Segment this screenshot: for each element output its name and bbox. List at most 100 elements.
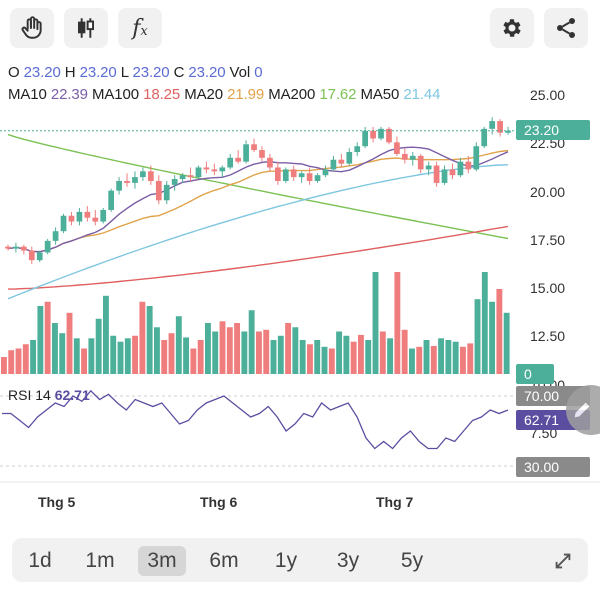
candle-body <box>370 130 376 139</box>
volume-bar <box>452 341 459 374</box>
range-5y[interactable]: 5y <box>400 549 424 572</box>
range-1d[interactable]: 1d <box>28 549 52 572</box>
share-button[interactable] <box>544 8 588 48</box>
volume-bar <box>81 348 88 374</box>
candle-body <box>92 217 99 222</box>
volume-bar <box>212 331 219 374</box>
volume-bar <box>496 289 503 374</box>
candle-body <box>457 161 464 176</box>
volume-bar <box>8 350 15 374</box>
y-tick-4: 15.00 <box>530 280 566 297</box>
ma10-key: MA10 <box>8 86 47 103</box>
indicators-button[interactable]: fx <box>118 8 162 48</box>
ma50-key: MA50 <box>360 86 400 103</box>
volume-bar <box>387 338 394 374</box>
candle-body <box>362 130 369 147</box>
candle-body <box>5 246 11 249</box>
volume-bar <box>66 312 73 374</box>
candle-body <box>322 169 329 176</box>
candle-body <box>449 169 456 176</box>
candle-body <box>227 157 234 168</box>
ma20-value: 21.99 <box>227 86 265 103</box>
volume-bar <box>256 331 262 374</box>
volume-bar <box>467 343 474 374</box>
candle-body <box>465 161 472 170</box>
candle-body <box>155 180 162 201</box>
high-value: 23.20 <box>79 64 117 81</box>
volume-bar <box>336 331 343 374</box>
ma200-value: 17.62 <box>319 86 357 103</box>
rsi-legend: RSI 14 62.71 <box>8 387 90 403</box>
volume-bar <box>409 348 415 374</box>
ma20-line <box>7 149 509 253</box>
ma10-value: 22.39 <box>50 86 88 103</box>
volume-bar <box>438 338 445 374</box>
candle-body <box>417 155 424 170</box>
volume-bar <box>175 316 182 374</box>
volume-bar <box>168 333 175 374</box>
ma-legend: MA10 22.39 MA100 18.25 MA20 21.99 MA200 … <box>8 86 440 103</box>
candle-body <box>251 144 257 151</box>
volume-bar <box>124 338 131 374</box>
close-value: 23.20 <box>188 64 226 81</box>
low-key: L <box>120 64 129 81</box>
volume-bar <box>379 331 386 374</box>
candle-body <box>441 169 448 183</box>
candle-body <box>489 121 496 129</box>
candle-body <box>163 184 170 201</box>
candle-body <box>378 128 384 139</box>
candle-body <box>195 167 202 178</box>
hand-tool-button[interactable] <box>10 8 54 48</box>
candle-body <box>76 211 83 222</box>
candle-body <box>179 175 186 180</box>
range-6m[interactable]: 6m <box>209 549 239 572</box>
settings-button[interactable] <box>490 8 534 48</box>
volume-bar <box>350 341 357 374</box>
range-1m[interactable]: 1m <box>85 549 115 572</box>
volume-bar <box>234 323 241 374</box>
hand-icon <box>21 16 42 39</box>
ma50-line <box>7 164 509 300</box>
volume-zero-tag: 0 <box>516 364 554 384</box>
low-value: 23.20 <box>132 64 170 81</box>
range-3m[interactable]: 3m <box>138 546 186 576</box>
volume-bar <box>263 329 270 374</box>
chart-type-button[interactable] <box>64 8 108 48</box>
volume-value: 0 <box>254 64 263 81</box>
ma50-value: 21.44 <box>403 86 441 103</box>
volume-key: Vol <box>229 64 251 81</box>
candle-body <box>219 167 226 172</box>
y-tick-5: 12.50 <box>530 328 566 345</box>
candle-body <box>68 215 75 222</box>
candle-body <box>124 180 130 183</box>
last-price-tag: 23.20 <box>516 120 590 140</box>
candle-body <box>60 215 67 232</box>
volume-bar <box>277 335 284 374</box>
candle-body <box>330 159 337 170</box>
volume-bar <box>205 323 211 374</box>
candle-body <box>394 142 400 154</box>
volume-bar <box>30 340 37 374</box>
volume-bar <box>416 346 423 374</box>
candle-body <box>505 130 511 133</box>
volume-bar <box>183 337 190 374</box>
range-3y[interactable]: 3y <box>336 549 360 572</box>
volume-bar <box>110 335 117 374</box>
candle-body <box>259 150 265 158</box>
candle-body <box>346 152 353 164</box>
volume-bar <box>445 340 452 374</box>
candle-body <box>100 209 107 222</box>
rsi-lower-tag: 30.00 <box>516 457 590 477</box>
draw-button[interactable] <box>566 385 600 435</box>
candle-body <box>409 155 416 160</box>
volume-bar <box>358 334 364 374</box>
range-1y[interactable]: 1y <box>274 549 298 572</box>
candle-body <box>171 179 178 185</box>
volume-bar <box>59 333 66 374</box>
candle-body <box>132 177 138 183</box>
y-tick-3: 17.50 <box>530 231 566 248</box>
volume-bar <box>394 272 401 374</box>
expand-button[interactable] <box>546 546 580 576</box>
candle-body <box>354 146 361 153</box>
